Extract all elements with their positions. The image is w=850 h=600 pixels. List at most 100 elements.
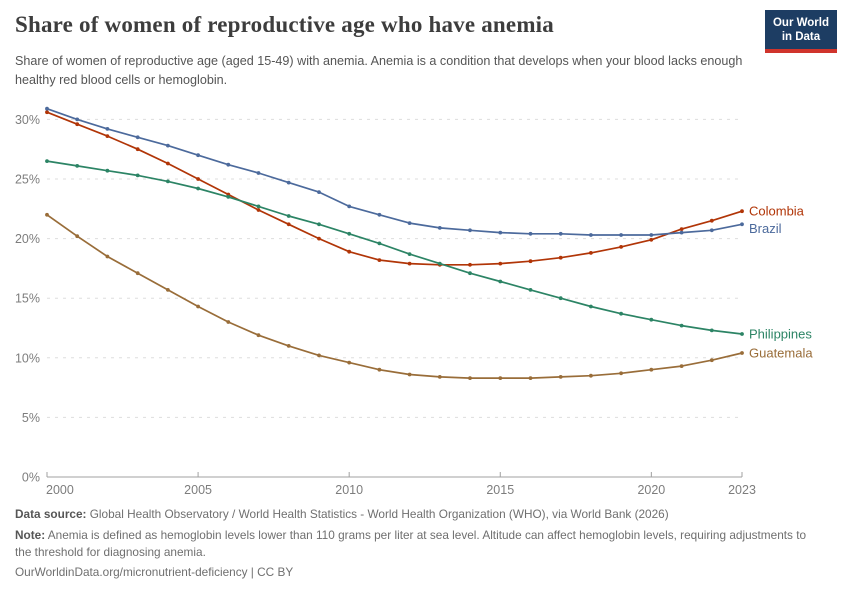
- note-label: Note:: [15, 527, 46, 542]
- y-tick-label: 20%: [15, 232, 40, 246]
- data-source-text: Global Health Observatory / World Health…: [86, 507, 669, 521]
- series-point-philippines: [45, 159, 49, 164]
- series-label-colombia[interactable]: Colombia: [749, 204, 805, 219]
- x-tick-label: 2000: [46, 483, 74, 497]
- series-point-philippines: [377, 241, 382, 246]
- series-point-guatemala: [498, 376, 503, 380]
- series-point-guatemala: [679, 364, 684, 368]
- series-point-philippines: [407, 252, 412, 256]
- y-tick-label: 15%: [15, 292, 40, 306]
- series-point-colombia: [649, 237, 654, 242]
- series-point-brazil: [347, 204, 352, 209]
- series-point-colombia: [558, 255, 563, 260]
- x-tick-label: 2005: [184, 483, 212, 497]
- series-point-brazil: [740, 222, 744, 227]
- series-point-colombia: [135, 147, 140, 152]
- data-source-line: Data source: Global Health Observatory /…: [15, 506, 821, 523]
- series-point-philippines: [498, 279, 503, 284]
- series-point-colombia: [407, 261, 412, 266]
- series-point-philippines: [166, 179, 170, 184]
- owid-logo-line2: in Data: [781, 31, 821, 44]
- series-point-philippines: [256, 204, 261, 209]
- series-point-guatemala: [105, 254, 110, 259]
- series-point-brazil: [468, 228, 472, 233]
- series-point-brazil: [709, 228, 714, 233]
- series-point-brazil: [377, 212, 382, 217]
- series-point-philippines: [196, 186, 201, 191]
- series-point-philippines: [468, 271, 472, 276]
- y-tick-label: 30%: [15, 113, 40, 127]
- x-tick-label: 2020: [637, 483, 665, 497]
- x-tick-label: 2010: [335, 483, 363, 497]
- series-point-guatemala: [347, 360, 352, 365]
- series-point-brazil: [75, 117, 80, 122]
- series-point-guatemala: [196, 304, 201, 309]
- series-line-colombia[interactable]: [46, 111, 743, 266]
- series-point-colombia: [256, 208, 261, 212]
- series-label-guatemala[interactable]: Guatemala: [749, 346, 813, 361]
- series-point-colombia: [468, 262, 472, 267]
- series-point-guatemala: [317, 353, 321, 358]
- series-point-guatemala: [166, 288, 170, 292]
- note-line: Note: Anemia is defined as hemoglobin le…: [15, 527, 821, 561]
- series-point-brazil: [437, 226, 442, 230]
- series-point-brazil: [196, 153, 201, 158]
- series-point-brazil: [649, 233, 654, 237]
- owid-logo-line1: Our World: [772, 17, 829, 29]
- series-point-philippines: [437, 261, 442, 266]
- y-tick-label: 0%: [22, 471, 40, 485]
- series-point-colombia: [75, 122, 80, 127]
- series-point-guatemala: [226, 320, 231, 324]
- series-point-philippines: [558, 296, 563, 301]
- series-point-guatemala: [558, 375, 563, 379]
- y-tick-label: 5%: [22, 411, 40, 425]
- series-point-philippines: [347, 231, 352, 236]
- series-line-philippines[interactable]: [46, 160, 743, 335]
- series-point-philippines: [619, 311, 623, 316]
- series-label-philippines[interactable]: Philippines: [749, 326, 812, 341]
- x-tick-label: 2015: [486, 483, 514, 497]
- series-line-guatemala[interactable]: [46, 213, 743, 379]
- series-point-guatemala: [286, 344, 291, 348]
- owid-logo[interactable]: Our World in Data: [764, 10, 837, 54]
- series-point-brazil: [498, 230, 503, 235]
- series-point-philippines: [286, 214, 291, 218]
- series-point-philippines: [105, 168, 110, 173]
- series-point-philippines: [709, 328, 714, 333]
- series-point-philippines: [589, 304, 593, 309]
- series-point-colombia: [619, 245, 623, 249]
- series-point-colombia: [589, 251, 593, 255]
- series-point-guatemala: [45, 212, 49, 217]
- series-point-colombia: [105, 134, 110, 139]
- series-point-brazil: [317, 190, 321, 195]
- data-source-label: Data source:: [15, 507, 87, 521]
- series-point-colombia: [317, 236, 321, 241]
- series-point-brazil: [558, 231, 563, 236]
- series-point-brazil: [166, 143, 170, 148]
- series-label-brazil[interactable]: Brazil: [749, 221, 782, 236]
- series-point-guatemala: [256, 333, 261, 338]
- owid-link[interactable]: OurWorldinData.org/micronutrient-deficie…: [15, 565, 294, 580]
- series-point-colombia: [286, 222, 291, 227]
- series-point-colombia: [528, 259, 533, 264]
- series-point-colombia: [740, 209, 744, 214]
- series-point-philippines: [317, 222, 321, 227]
- series-point-brazil: [679, 230, 684, 235]
- series-point-colombia: [377, 258, 382, 262]
- series-point-brazil: [135, 135, 140, 140]
- series-point-colombia: [196, 177, 201, 181]
- series-point-brazil: [619, 233, 623, 237]
- series-point-philippines: [679, 323, 684, 328]
- series-point-guatemala: [468, 376, 472, 380]
- series-point-guatemala: [377, 367, 382, 372]
- series-point-philippines: [528, 288, 533, 292]
- series-line-brazil[interactable]: [46, 107, 743, 236]
- series-point-colombia: [679, 227, 684, 232]
- series-point-brazil: [589, 233, 593, 237]
- series-point-brazil: [407, 221, 412, 226]
- series-point-philippines: [226, 195, 231, 199]
- series-point-guatemala: [407, 372, 412, 377]
- series-point-brazil: [45, 106, 49, 111]
